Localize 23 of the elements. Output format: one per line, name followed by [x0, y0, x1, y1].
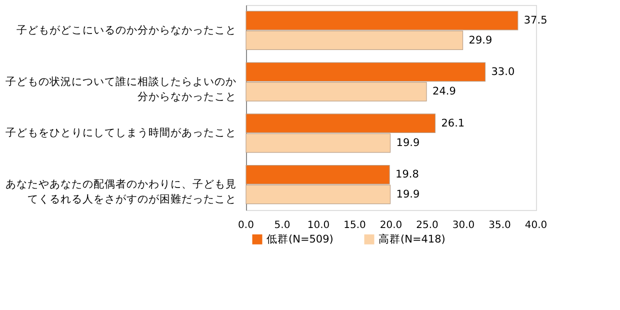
- y-tick-label: 子どもの状況について誰に相談したらよいのか分からなかったこと: [6, 74, 236, 103]
- x-tick-label: 40.0: [524, 220, 548, 231]
- x-tick-label: 5.0: [274, 220, 290, 231]
- data-label: 19.8: [396, 168, 419, 181]
- data-label: 24.9: [432, 86, 456, 98]
- x-tick-label: 25.0: [416, 220, 438, 231]
- data-label: 19.9: [396, 188, 420, 200]
- legend-label: 低群(N=509): [266, 233, 334, 246]
- data-label: 19.9: [396, 137, 420, 150]
- x-tick-label: 15.0: [344, 220, 366, 231]
- y-tick-label: 子どもをひとりにしてしまう時間があったこと: [6, 126, 236, 140]
- data-label: 33.0: [491, 66, 515, 78]
- y-tick-label: あなたやあなたの配偶者のかわりに、子ども見てくるれる人をさがすのが困難だったこと: [6, 178, 236, 206]
- data-label: 26.1: [441, 117, 465, 130]
- legend-label: 高群(N=418): [378, 232, 446, 246]
- x-tick-label: 10.0: [307, 220, 330, 231]
- x-tick-label: 35.0: [488, 220, 511, 231]
- data-label: 37.5: [524, 14, 548, 27]
- x-tick-label: 30.0: [452, 220, 475, 231]
- y-tick-label: 子どもがどこにいるのか分からなかったこと: [16, 24, 236, 36]
- data-label: 29.9: [468, 34, 492, 46]
- x-tick-label: 0.0: [238, 220, 254, 231]
- x-tick-label: 20.0: [380, 220, 402, 231]
